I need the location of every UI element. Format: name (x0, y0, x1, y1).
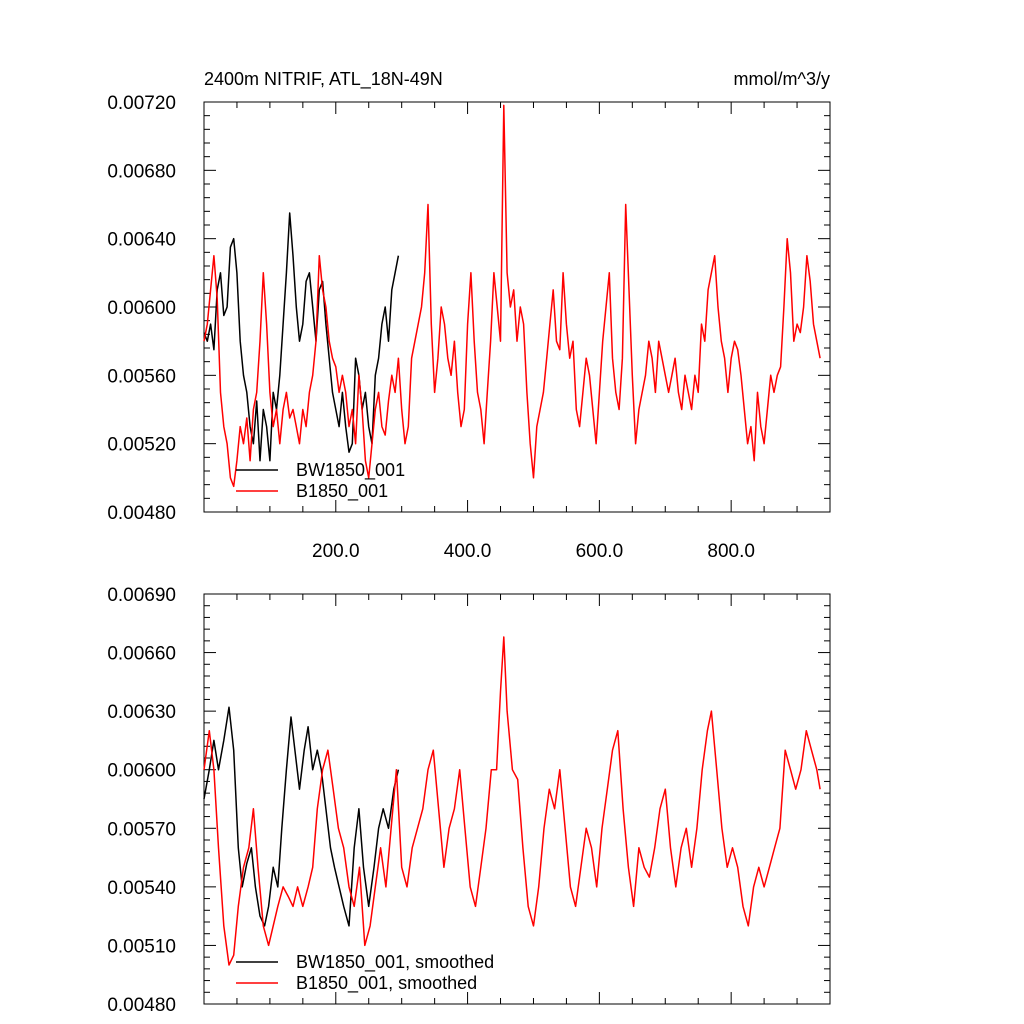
series-line-2 (203, 104, 821, 488)
x-tick-label: 400.0 (444, 541, 492, 562)
y-tick-label: 0.00660 (107, 644, 176, 665)
legend-label-1: BW1850_001 (296, 460, 405, 481)
x-tick-label: 800.0 (707, 541, 755, 562)
y-tick-label: 0.00600 (107, 298, 176, 319)
y-tick-label: 0.00630 (107, 702, 176, 723)
y-tick-label: 0.00570 (107, 819, 176, 840)
y-tick-label: 0.00520 (107, 435, 176, 456)
y-tick-label: 0.00560 (107, 366, 176, 387)
y-tick-label: 0.00640 (107, 230, 176, 251)
x-tick-label: 200.0 (312, 541, 360, 562)
y-tick-label: 0.00690 (107, 585, 176, 606)
series-line-1 (203, 212, 400, 462)
x-tick-label: 600.0 (576, 541, 624, 562)
plot-frame-2 (203, 593, 831, 1005)
y-tick-label: 0.00720 (107, 93, 176, 114)
panel-1 (203, 101, 831, 513)
series-line-2 (203, 636, 821, 966)
y-tick-label: 0.00480 (107, 995, 176, 1016)
plot-frame-1 (203, 101, 831, 513)
chart-title-left: 2400m NITRIF, ATL_18N-49N (204, 69, 443, 90)
series-line-1 (203, 706, 400, 927)
legend-label-1: BW1850_001, smoothed (296, 952, 494, 973)
y-tick-label: 0.00680 (107, 161, 176, 182)
panel-2 (203, 593, 831, 1005)
chart-units-label: mmol/m^3/y (734, 69, 830, 89)
y-tick-label: 0.00480 (107, 503, 176, 524)
y-tick-label: 0.00510 (107, 936, 176, 957)
legend-label-2: B1850_001 (296, 481, 388, 502)
y-tick-label: 0.00600 (107, 761, 176, 782)
y-tick-label: 0.00540 (107, 878, 176, 899)
legend-label-2: B1850_001, smoothed (296, 973, 477, 994)
